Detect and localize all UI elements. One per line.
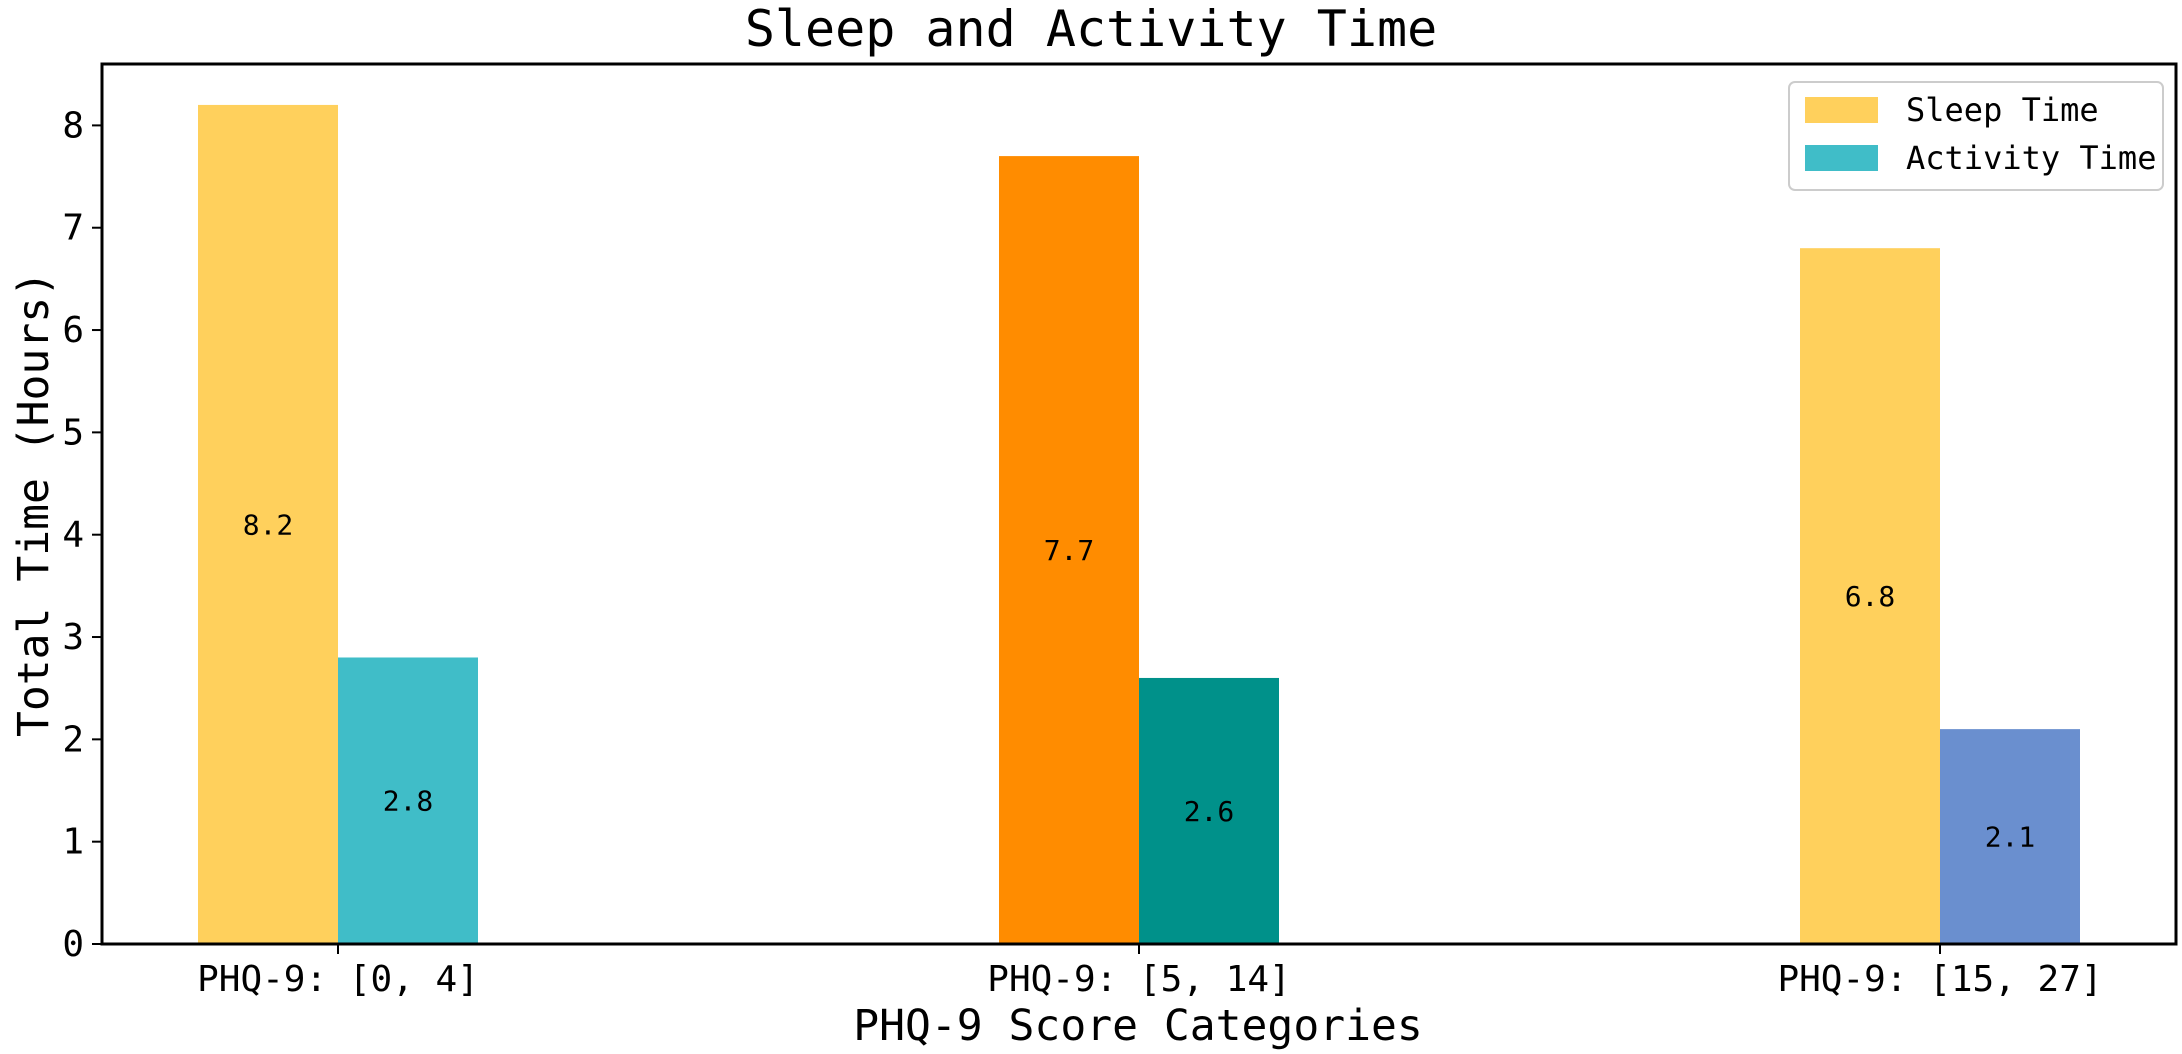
y-tick-label-5: 5 (62, 412, 84, 453)
x-tick-label-0: PHQ-9: [0, 4] (197, 959, 479, 1000)
x-axis-label: PHQ-9 Score Categories (853, 1001, 1423, 1051)
legend: Sleep Time Activity Time (1788, 81, 2164, 191)
bar-labels-group: 8.2 7.7 6.8 2.8 2.6 2.1 (243, 508, 2036, 853)
bar-value-label-activity-time-0: 2.8 (383, 785, 434, 818)
y-axis-label: Total Time (Hours) (9, 271, 59, 737)
bar-value-label-activity-time-1: 2.6 (1184, 795, 1235, 828)
legend-box (1788, 81, 2164, 191)
bar-sleep-time-1 (999, 156, 1139, 944)
y-axis-ticks: 0 1 2 3 4 5 6 7 8 (62, 105, 102, 965)
x-tick-label-2: PHQ-9: [15, 27] (1777, 959, 2102, 1000)
y-tick-label-3: 3 (62, 617, 84, 658)
x-tick-label-1: PHQ-9: [5, 14] (987, 959, 1290, 1000)
y-tick-label-4: 4 (62, 515, 84, 556)
bar-value-label-sleep-time-0: 8.2 (243, 508, 294, 541)
chart-title: Sleep and Activity Time (745, 0, 1437, 58)
legend-label-activity: Activity Time (1906, 139, 2156, 177)
y-tick-label-1: 1 (62, 822, 84, 863)
bar-sleep-time-2 (1800, 248, 1940, 945)
y-tick-label-2: 2 (62, 719, 84, 760)
bar-activity-time-0 (338, 657, 478, 944)
bars-group (198, 104, 2080, 945)
legend-swatch-sleep (1805, 97, 1878, 123)
legend-label-sleep: Sleep Time (1906, 91, 2099, 129)
bar-value-label-sleep-time-2: 6.8 (1845, 580, 1896, 613)
y-tick-label-8: 8 (62, 105, 84, 146)
bar-activity-time-2 (1940, 729, 2080, 944)
bar-value-label-sleep-time-1: 7.7 (1044, 534, 1095, 567)
bar-value-label-activity-time-2: 2.1 (1985, 821, 2036, 854)
y-tick-label-7: 7 (62, 208, 84, 249)
bar-activity-time-1 (1139, 677, 1279, 944)
x-axis-ticks: PHQ-9: [0, 4] PHQ-9: [5, 14] PHQ-9: [15, 2… (197, 944, 2103, 1000)
y-tick-label-0: 0 (62, 924, 84, 965)
y-tick-label-6: 6 (62, 310, 84, 351)
legend-swatch-activity (1805, 145, 1878, 171)
bar-sleep-time-0 (198, 104, 338, 944)
